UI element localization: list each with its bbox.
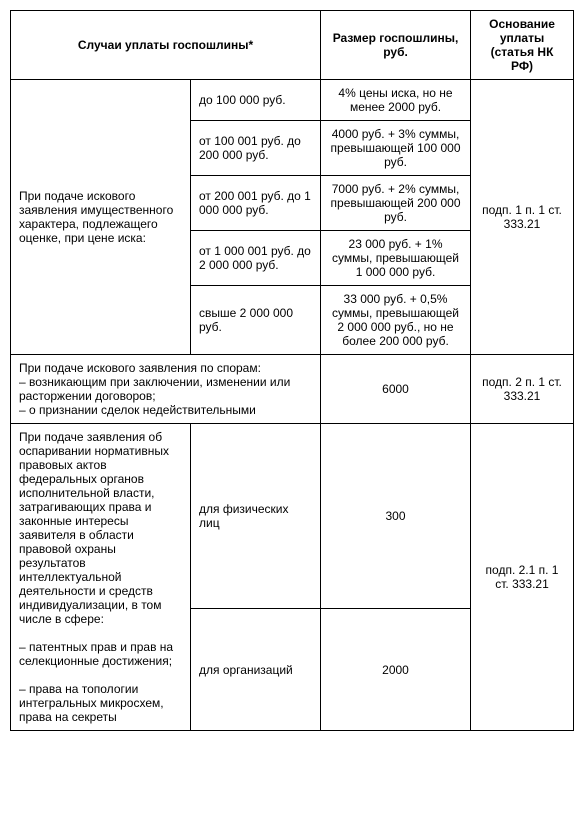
table-row: При подаче искового заявления по спорам:… bbox=[11, 355, 574, 424]
section1-fee-3: 23 000 руб. + 1% суммы, превышающей 1 00… bbox=[321, 231, 471, 286]
section1-range-0: до 100 000 руб. bbox=[191, 80, 321, 121]
section3-who-1: для организаций bbox=[191, 609, 321, 731]
section3-who-0: для физических лиц bbox=[191, 424, 321, 609]
section2-fee: 6000 bbox=[321, 355, 471, 424]
section1-fee-4: 33 000 руб. + 0,5% суммы, превышающей 2 … bbox=[321, 286, 471, 355]
section1-range-4: свыше 2 000 000 руб. bbox=[191, 286, 321, 355]
section1-fee-1: 4000 руб. + 3% суммы, превышающей 100 00… bbox=[321, 121, 471, 176]
section3-case: При подаче заявления об оспаривании норм… bbox=[11, 424, 191, 731]
section2-case: При подаче искового заявления по спорам:… bbox=[11, 355, 321, 424]
section3-fee-1: 2000 bbox=[321, 609, 471, 731]
section3-basis: подп. 2.1 п. 1 ст. 333.21 bbox=[471, 424, 574, 731]
section3-fee-0: 300 bbox=[321, 424, 471, 609]
section1-range-3: от 1 000 001 руб. до 2 000 000 руб. bbox=[191, 231, 321, 286]
section1-basis: подп. 1 п. 1 ст. 333.21 bbox=[471, 80, 574, 355]
section1-case: При подаче искового заявления имуществен… bbox=[11, 80, 191, 355]
section1-fee-2: 7000 руб. + 2% суммы, превышающей 200 00… bbox=[321, 176, 471, 231]
section1-fee-0: 4% цены иска, но не менее 2000 руб. bbox=[321, 80, 471, 121]
section1-range-2: от 200 001 руб. до 1 000 000 руб. bbox=[191, 176, 321, 231]
table-row: При подаче искового заявления имуществен… bbox=[11, 80, 574, 121]
header-fee: Размер госпошлины, руб. bbox=[321, 11, 471, 80]
duty-table: Случаи уплаты госпошлины* Размер госпошл… bbox=[10, 10, 574, 731]
section1-range-1: от 100 001 руб. до 200 000 руб. bbox=[191, 121, 321, 176]
table-row: При подаче заявления об оспаривании норм… bbox=[11, 424, 574, 609]
header-cases: Случаи уплаты госпошлины* bbox=[11, 11, 321, 80]
section2-basis: подп. 2 п. 1 ст. 333.21 bbox=[471, 355, 574, 424]
header-basis: Основание уплаты (статья НК РФ) bbox=[471, 11, 574, 80]
table-header-row: Случаи уплаты госпошлины* Размер госпошл… bbox=[11, 11, 574, 80]
